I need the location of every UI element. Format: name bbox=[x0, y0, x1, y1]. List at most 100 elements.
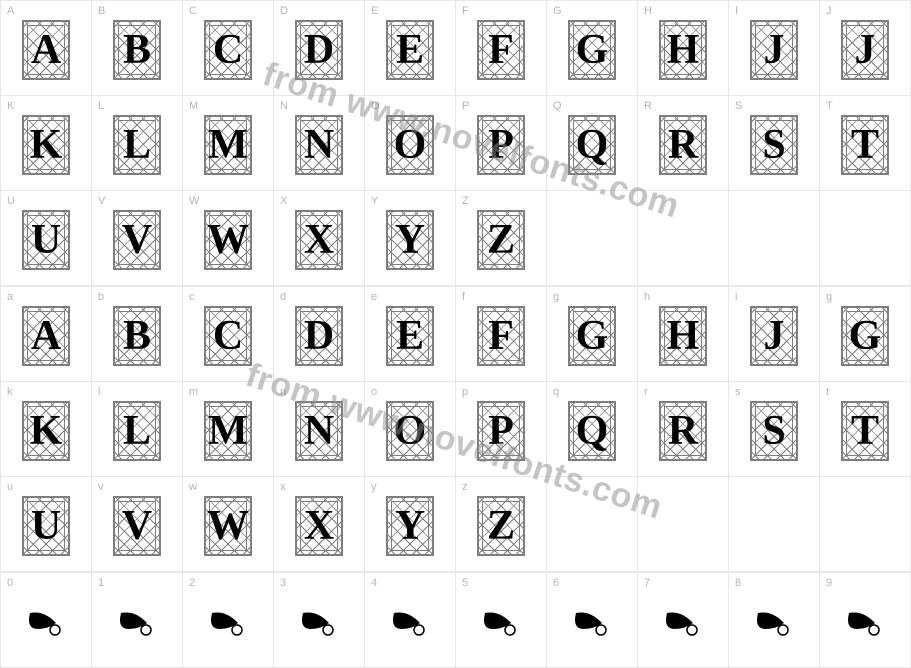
glyph-cell: 5 bbox=[456, 573, 547, 668]
glyph-leaf-icon bbox=[390, 607, 430, 637]
glyph-cell: gG bbox=[820, 287, 911, 382]
glyph-letter-o: O bbox=[386, 401, 434, 461]
glyph-letter-t: T bbox=[841, 115, 889, 175]
glyph-cell: ZZ bbox=[456, 191, 547, 286]
glyph-letter-g: G bbox=[841, 306, 889, 366]
cell-key-label: h bbox=[644, 291, 650, 303]
cell-key-label: V bbox=[98, 195, 105, 207]
glyph-grid: AABBCCDDEEFFGGHHIJJJKKLLMMNNOOPPQQRRSSTT… bbox=[0, 0, 911, 286]
glyph-cell: 6 bbox=[547, 573, 638, 668]
glyph-letter-d: D bbox=[295, 20, 343, 80]
cell-key-label: f bbox=[462, 291, 465, 303]
glyph-cell: QQ bbox=[547, 96, 638, 191]
glyph-letter-s: S bbox=[750, 401, 798, 461]
cell-key-label: H bbox=[644, 5, 652, 17]
glyph-cell: HH bbox=[638, 1, 729, 96]
glyph-cell: EE bbox=[365, 1, 456, 96]
cell-key-label: u bbox=[7, 481, 13, 493]
glyph-cell: vV bbox=[92, 477, 183, 572]
cell-key-label: L bbox=[98, 100, 104, 112]
glyph-cell: 1 bbox=[92, 573, 183, 668]
cell-key-label: K bbox=[7, 100, 14, 112]
glyph-letter-g: G bbox=[568, 306, 616, 366]
glyph-cell: GG bbox=[547, 1, 638, 96]
glyph-cell: IJ bbox=[729, 1, 820, 96]
glyph-cell: dD bbox=[274, 287, 365, 382]
glyph-cell: SS bbox=[729, 96, 820, 191]
glyph-letter-r: R bbox=[659, 401, 707, 461]
cell-key-label: M bbox=[189, 100, 198, 112]
glyph-leaf-icon bbox=[208, 607, 248, 637]
glyph-cell: aA bbox=[1, 287, 92, 382]
glyph-letter-p: P bbox=[477, 401, 525, 461]
cell-key-label: b bbox=[98, 291, 104, 303]
cell-key-label: I bbox=[735, 5, 738, 17]
glyph-cell: PP bbox=[456, 96, 547, 191]
glyph-cell: LL bbox=[92, 96, 183, 191]
glyph-letter-j: J bbox=[750, 306, 798, 366]
cell-key-label: x bbox=[280, 481, 286, 493]
cell-key-label: n bbox=[280, 386, 286, 398]
glyph-letter-p: P bbox=[477, 115, 525, 175]
glyph-cell: zZ bbox=[456, 477, 547, 572]
cell-key-label: 3 bbox=[280, 577, 286, 589]
glyph-leaf-icon bbox=[299, 607, 339, 637]
glyph-cell: xX bbox=[274, 477, 365, 572]
glyph-cell bbox=[729, 477, 820, 572]
glyph-leaf-icon bbox=[663, 607, 703, 637]
glyph-cell: 7 bbox=[638, 573, 729, 668]
glyph-cell: uU bbox=[1, 477, 92, 572]
glyph-letter-y: Y bbox=[386, 496, 434, 556]
glyph-grid: aAbBcCdDeEfFgGhHiJgGkKlLmMnNoOpPqQrRsStT… bbox=[0, 286, 911, 572]
glyph-cell: iJ bbox=[729, 287, 820, 382]
cell-key-label: q bbox=[553, 386, 559, 398]
cell-key-label: T bbox=[826, 100, 833, 112]
glyph-letter-w: W bbox=[204, 496, 252, 556]
glyph-letter-z: Z bbox=[477, 210, 525, 270]
cell-key-label: G bbox=[553, 5, 562, 17]
font-character-map: AABBCCDDEEFFGGHHIJJJKKLLMMNNOOPPQQRRSSTT… bbox=[0, 0, 911, 668]
glyph-letter-c: C bbox=[204, 306, 252, 366]
cell-key-label: g bbox=[553, 291, 559, 303]
cell-key-label: y bbox=[371, 481, 377, 493]
cell-key-label: Z bbox=[462, 195, 469, 207]
glyph-letter-o: O bbox=[386, 115, 434, 175]
glyph-letter-j: J bbox=[841, 20, 889, 80]
glyph-cell bbox=[729, 191, 820, 286]
glyph-cell: bB bbox=[92, 287, 183, 382]
cell-key-label: W bbox=[189, 195, 199, 207]
cell-key-label: P bbox=[462, 100, 469, 112]
glyph-letter-m: M bbox=[204, 115, 252, 175]
cell-key-label: S bbox=[735, 100, 742, 112]
cell-key-label: k bbox=[7, 386, 13, 398]
glyph-letter-e: E bbox=[386, 20, 434, 80]
cell-key-label: Y bbox=[371, 195, 378, 207]
glyph-cell: AA bbox=[1, 1, 92, 96]
glyph-cell bbox=[820, 477, 911, 572]
glyph-letter-k: K bbox=[22, 401, 70, 461]
glyph-cell: WW bbox=[183, 191, 274, 286]
glyph-letter-w: W bbox=[204, 210, 252, 270]
glyph-letter-f: F bbox=[477, 20, 525, 80]
cell-key-label: w bbox=[189, 481, 197, 493]
cell-key-label: 4 bbox=[371, 577, 377, 589]
cell-key-label: s bbox=[735, 386, 741, 398]
cell-key-label: p bbox=[462, 386, 468, 398]
glyph-cell bbox=[547, 191, 638, 286]
cell-key-label: v bbox=[98, 481, 104, 493]
glyph-cell: 8 bbox=[729, 573, 820, 668]
glyph-cell bbox=[547, 477, 638, 572]
glyph-cell: eE bbox=[365, 287, 456, 382]
glyph-cell: yY bbox=[365, 477, 456, 572]
glyph-cell: qQ bbox=[547, 382, 638, 477]
glyph-cell bbox=[638, 477, 729, 572]
cell-key-label: U bbox=[7, 195, 15, 207]
cell-key-label: l bbox=[98, 386, 100, 398]
glyph-letter-b: B bbox=[113, 20, 161, 80]
glyph-letter-h: H bbox=[659, 20, 707, 80]
glyph-cell: CC bbox=[183, 1, 274, 96]
glyph-cell: pP bbox=[456, 382, 547, 477]
glyph-cell: FF bbox=[456, 1, 547, 96]
cell-key-label: B bbox=[98, 5, 105, 17]
cell-key-label: d bbox=[280, 291, 286, 303]
